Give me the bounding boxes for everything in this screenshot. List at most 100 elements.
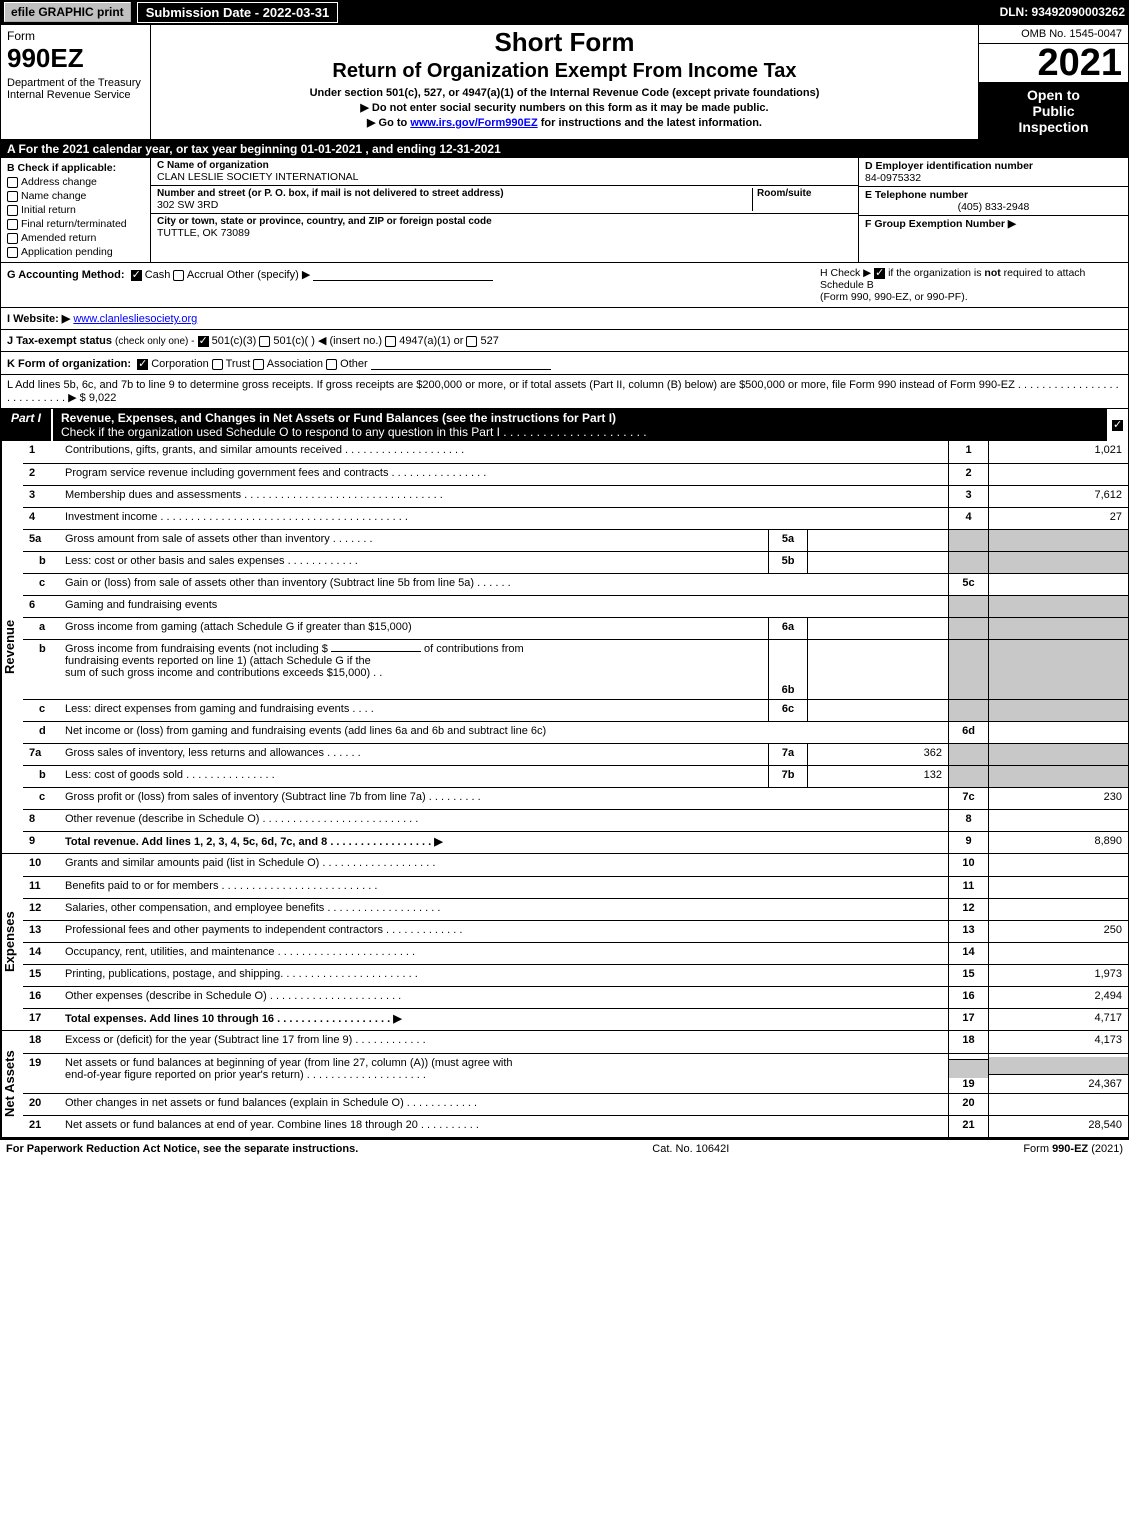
m5b: 5b bbox=[768, 552, 808, 573]
city-value: TUTTLE, OK 73089 bbox=[157, 227, 852, 239]
part-i-header: Part I Revenue, Expenses, and Changes in… bbox=[1, 409, 1128, 441]
g5a bbox=[948, 530, 988, 551]
d17: Total expenses. Add lines 10 through 16 … bbox=[61, 1009, 948, 1030]
form-ref: Form 990-EZ (2021) bbox=[1023, 1143, 1123, 1155]
chk-501c3[interactable] bbox=[198, 336, 209, 347]
expenses-table: Expenses 10 Grants and similar amounts p… bbox=[1, 854, 1128, 1031]
chk-4947[interactable] bbox=[385, 336, 396, 347]
chk-cash[interactable] bbox=[131, 270, 142, 281]
r4: 4 bbox=[948, 508, 988, 529]
h-text2: if the organization is bbox=[888, 267, 984, 279]
form-word: Form bbox=[7, 29, 144, 43]
d6: Gaming and fundraising events bbox=[61, 596, 948, 617]
r19: 19 bbox=[962, 1078, 974, 1090]
d21: Net assets or fund balances at end of ye… bbox=[61, 1116, 948, 1137]
n16: 16 bbox=[23, 987, 61, 1008]
m7a: 7a bbox=[768, 744, 808, 765]
d7b: Less: cost of goods sold . . . . . . . .… bbox=[61, 766, 768, 787]
n19: 19 bbox=[23, 1054, 61, 1093]
chk-association[interactable] bbox=[253, 359, 264, 370]
return-title: Return of Organization Exempt From Incom… bbox=[159, 60, 970, 83]
d15: Printing, publications, postage, and shi… bbox=[61, 965, 948, 986]
chk-501c[interactable] bbox=[259, 336, 270, 347]
form-header: Form 990EZ Department of the Treasury In… bbox=[1, 25, 1128, 140]
l-text: L Add lines 5b, 6c, and 7b to line 9 to … bbox=[7, 379, 1119, 404]
line-16: 16 Other expenses (describe in Schedule … bbox=[23, 986, 1128, 1008]
line-5b: b Less: cost or other basis and sales ex… bbox=[23, 551, 1128, 573]
g7b bbox=[948, 766, 988, 787]
chk-schedule-b[interactable] bbox=[874, 268, 885, 279]
chk-address-change[interactable]: Address change bbox=[7, 176, 144, 188]
other-specify-field[interactable] bbox=[313, 267, 493, 281]
line-9: 9 Total revenue. Add lines 1, 2, 3, 4, 5… bbox=[23, 831, 1128, 853]
chk-other[interactable] bbox=[326, 359, 337, 370]
gv7a bbox=[988, 744, 1128, 765]
chk-application-pending[interactable]: Application pending bbox=[7, 246, 144, 258]
g6b bbox=[948, 640, 988, 699]
row-h-schedule-b: H Check ▶ if the organization is not req… bbox=[812, 267, 1122, 303]
n2: 2 bbox=[23, 464, 61, 485]
part-i-tag: Part I bbox=[1, 409, 53, 441]
chk-final-return[interactable]: Final return/terminated bbox=[7, 218, 144, 230]
n6a: a bbox=[23, 618, 61, 639]
line-17: 17 Total expenses. Add lines 10 through … bbox=[23, 1008, 1128, 1030]
d3: Membership dues and assessments . . . . … bbox=[61, 486, 948, 507]
form-title-block: Short Form Return of Organization Exempt… bbox=[151, 25, 978, 139]
row-k-form-org: K Form of organization: Corporation Trus… bbox=[1, 352, 1128, 375]
d6d: Net income or (loss) from gaming and fun… bbox=[61, 722, 948, 743]
chk-527[interactable] bbox=[466, 336, 477, 347]
phone-value: (405) 833-2948 bbox=[865, 201, 1122, 213]
r10: 10 bbox=[948, 854, 988, 876]
mv6a bbox=[808, 618, 948, 639]
org-name: CLAN LESLIE SOCIETY INTERNATIONAL bbox=[157, 171, 852, 183]
efile-print-button[interactable]: efile GRAPHIC print bbox=[4, 2, 131, 22]
row-a-tax-year: A For the 2021 calendar year, or tax yea… bbox=[1, 140, 1128, 158]
d11: Benefits paid to or for members . . . . … bbox=[61, 877, 948, 898]
line-6c: c Less: direct expenses from gaming and … bbox=[23, 699, 1128, 721]
row-j-tax-exempt: J Tax-exempt status (check only one) - 5… bbox=[1, 330, 1128, 352]
group-exemption-label: F Group Exemption Number ▶ bbox=[865, 218, 1016, 230]
form-number: 990EZ bbox=[7, 45, 144, 71]
line-6d: d Net income or (loss) from gaming and f… bbox=[23, 721, 1128, 743]
chk-initial-return[interactable]: Initial return bbox=[7, 204, 144, 216]
line-6a: a Gross income from gaming (attach Sched… bbox=[23, 617, 1128, 639]
paperwork-notice: For Paperwork Reduction Act Notice, see … bbox=[6, 1143, 358, 1155]
v12 bbox=[988, 899, 1128, 920]
d16: Other expenses (describe in Schedule O) … bbox=[61, 987, 948, 1008]
n13: 13 bbox=[23, 921, 61, 942]
gv6b bbox=[988, 640, 1128, 699]
website-link[interactable]: www.clanlesliesociety.org bbox=[73, 313, 197, 325]
header-sub1: Under section 501(c), 527, or 4947(a)(1)… bbox=[159, 87, 970, 99]
v20 bbox=[988, 1094, 1128, 1115]
chk-trust[interactable] bbox=[212, 359, 223, 370]
chk-name-change[interactable]: Name change bbox=[7, 190, 144, 202]
r16: 16 bbox=[948, 987, 988, 1008]
part-i-check[interactable] bbox=[1106, 409, 1128, 441]
d5b: Less: cost or other basis and sales expe… bbox=[61, 552, 768, 573]
r15: 15 bbox=[948, 965, 988, 986]
chk-amended-return[interactable]: Amended return bbox=[7, 232, 144, 244]
section-bcdef: B Check if applicable: Address change Na… bbox=[1, 158, 1128, 263]
page-footer: For Paperwork Reduction Act Notice, see … bbox=[0, 1140, 1129, 1158]
col-b-checkboxes: B Check if applicable: Address change Na… bbox=[1, 158, 151, 262]
l-value: 9,022 bbox=[89, 392, 117, 404]
chk-corporation[interactable] bbox=[137, 359, 148, 370]
d2: Program service revenue including govern… bbox=[61, 464, 948, 485]
part-i-title: Revenue, Expenses, and Changes in Net As… bbox=[53, 409, 1106, 441]
n5c: c bbox=[23, 574, 61, 595]
d5a: Gross amount from sale of assets other t… bbox=[61, 530, 768, 551]
opt-trust: Trust bbox=[223, 358, 254, 370]
opt-527: 527 bbox=[477, 335, 498, 347]
row-l-gross-receipts: L Add lines 5b, 6c, and 7b to line 9 to … bbox=[1, 375, 1128, 409]
n21: 21 bbox=[23, 1116, 61, 1137]
header-sub3: ▶ Go to www.irs.gov/Form990EZ for instru… bbox=[159, 116, 970, 129]
chk-accrual[interactable] bbox=[173, 270, 184, 281]
other-org-field[interactable] bbox=[371, 356, 551, 370]
open-to-public: Open to Public Inspection bbox=[979, 83, 1128, 139]
irs-link[interactable]: www.irs.gov/Form990EZ bbox=[410, 117, 537, 129]
street-label: Number and street (or P. O. box, if mail… bbox=[157, 188, 752, 199]
open-line3: Inspection bbox=[983, 119, 1124, 135]
line-14: 14 Occupancy, rent, utilities, and maint… bbox=[23, 942, 1128, 964]
d10: Grants and similar amounts paid (list in… bbox=[61, 854, 948, 876]
org-name-label: C Name of organization bbox=[157, 160, 852, 171]
